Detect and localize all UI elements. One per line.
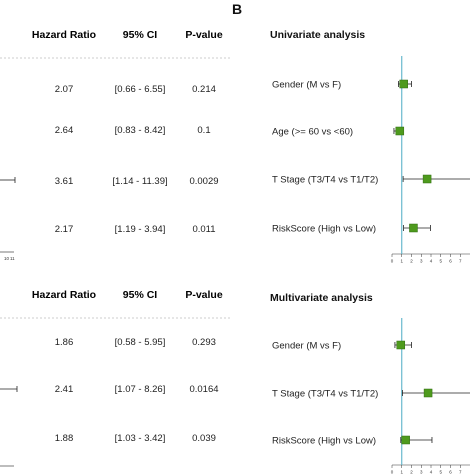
table-cell-hazard-ratio: 2.64 [55,125,74,136]
hazard-ratio-point [395,126,405,136]
x-tick-label: 3 [420,259,423,264]
left-fragment-top: 10 11 [0,177,16,261]
table-cell-ci: [1.14 - 11.39] [112,176,167,187]
table-header-ci: 95% CI [123,289,158,301]
x-tick-label: 0 [391,470,394,474]
table-cell-p-value: 0.011 [192,224,215,235]
table-header-hazard-ratio: Hazard Ratio [32,29,96,41]
multivariate-forest-plot: Multivariate analysis 0 1 2 3 4 5 6 7 Gender (M … [270,292,470,474]
univariate-table: Hazard Ratio 95% CI P-value 2.07 [0.66 - … [0,29,232,235]
table-cell-hazard-ratio: 2.17 [55,224,74,235]
row-label: Gender (M vs F) [272,80,341,91]
table-cell-p-value: 0.293 [192,337,216,348]
table-cell-hazard-ratio: 2.07 [55,84,74,95]
hazard-ratio-point [409,223,418,233]
panel-b-letter: B [232,1,242,17]
tick-label: 11 [10,256,15,261]
table-cell-p-value: 0.214 [192,84,216,95]
x-tick-label: 6 [449,259,452,264]
left-fragment-bottom [0,386,18,467]
row-label: Age (>= 60 vs <60) [272,127,353,138]
hazard-ratio-point [399,79,408,89]
x-tick-label: 1 [400,470,403,474]
x-tick-label: 6 [449,470,452,474]
table-header-hazard-ratio: Hazard Ratio [32,289,96,301]
table-cell-ci: [1.19 - 3.94] [115,224,166,235]
table-header-ci: 95% CI [123,29,158,41]
table-cell-hazard-ratio: 1.86 [55,337,74,348]
x-tick-label: 3 [420,470,423,474]
x-tick-label: 2 [410,470,413,474]
x-tick-label: 7 [459,470,462,474]
multivariate-table: Hazard Ratio 95% CI P-value 1.86 [0.58 - … [0,289,232,444]
hazard-ratio-point [423,388,433,398]
row-label: T Stage (T3/T4 vs T1/T2) [272,175,378,186]
table-cell-ci: [0.66 - 6.55] [115,84,166,95]
table-cell-ci: [0.83 - 8.42] [115,125,166,136]
x-tick-label: 2 [410,259,413,264]
row-label: RiskScore (High vs Low) [272,436,376,447]
x-tick-label: 5 [439,259,442,264]
table-cell-hazard-ratio: 3.61 [55,176,74,187]
table-cell-hazard-ratio: 2.41 [55,384,74,395]
x-tick-label: 0 [391,259,394,264]
table-header-p-value: P-value [185,289,223,301]
table-cell-ci: [1.03 - 3.42] [115,433,166,444]
tick-label: 10 [4,256,10,261]
table-cell-p-value: 0.1 [197,125,210,136]
forest-title: Univariate analysis [270,29,365,41]
x-tick-label: 4 [430,470,433,474]
table-header-p-value: P-value [185,29,223,41]
forest-title: Multivariate analysis [270,292,373,304]
univariate-forest-plot: Univariate analysis 0 1 2 3 4 5 6 7 Gender (M vs… [270,29,470,264]
x-tick-label: 1 [400,259,403,264]
hazard-ratio-point [396,340,406,350]
row-label: Gender (M vs F) [272,341,341,352]
table-cell-p-value: 0.0164 [189,384,218,395]
table-cell-p-value: 0.039 [192,433,216,444]
hazard-ratio-point [401,435,410,445]
table-cell-ci: [1.07 - 8.26] [115,384,166,395]
table-cell-hazard-ratio: 1.88 [55,433,74,444]
x-tick-label: 5 [439,470,442,474]
table-cell-p-value: 0.0029 [189,176,218,187]
row-label: RiskScore (High vs Low) [272,224,376,235]
hazard-ratio-point [422,174,432,184]
x-tick-label: 4 [430,259,433,264]
row-label: T Stage (T3/T4 vs T1/T2) [272,389,378,400]
x-tick-label: 7 [459,259,462,264]
table-cell-ci: [0.58 - 5.95] [115,337,166,348]
